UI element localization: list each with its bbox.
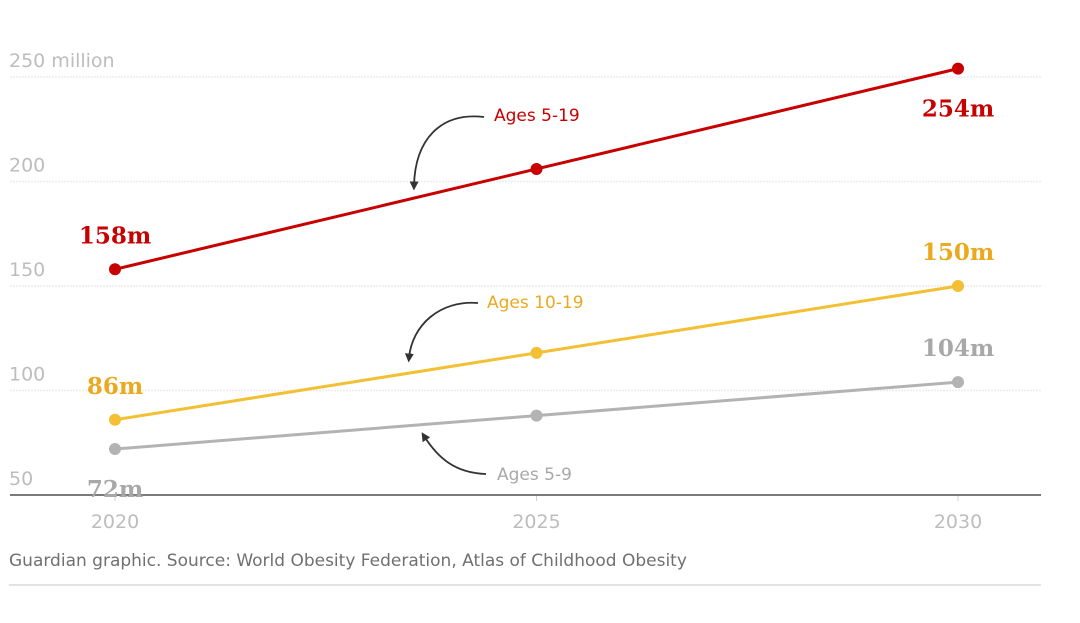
y-tick-label: 250 million (9, 50, 115, 72)
series-annotation-label: Ages 10-19 (487, 293, 584, 313)
y-axis-ticks: 250 million 200 150 100 50 (9, 50, 115, 490)
annotation-arrow-icon (421, 432, 487, 475)
data-label: 150m (922, 239, 994, 266)
data-point (109, 413, 121, 426)
data-point (952, 376, 964, 389)
data-labels: 158m 254m 86m 150m 72m 104m (79, 96, 994, 503)
data-label: 86m (87, 373, 143, 400)
data-label: 158m (79, 222, 151, 249)
data-point (109, 443, 121, 456)
data-point (952, 280, 964, 292)
y-tick-label: 100 (9, 364, 45, 386)
data-label: 72m (87, 476, 143, 503)
y-tick-label: 200 (9, 155, 45, 177)
data-point (530, 346, 543, 359)
x-tick-label: 2030 (934, 511, 982, 533)
footer-divider (9, 584, 1041, 586)
data-label: 104m (922, 335, 994, 362)
x-tick-label: 2025 (512, 511, 560, 533)
data-point (109, 263, 121, 276)
x-tick-label: 2020 (91, 511, 139, 533)
data-label: 254m (922, 96, 994, 123)
data-point (530, 162, 543, 175)
data-point (530, 409, 543, 422)
y-tick-label: 50 (9, 468, 33, 490)
data-point (952, 62, 964, 75)
x-axis-ticks: 2020 2025 2030 (91, 496, 982, 533)
annotation-arrow-icon (409, 115, 485, 191)
series-annotation-label: Ages 5-9 (497, 465, 572, 485)
series-lines (109, 62, 964, 456)
y-tick-label: 150 (9, 259, 45, 281)
source-caption: Guardian graphic. Source: World Obesity … (9, 551, 687, 571)
annotation-arrow-icon (404, 301, 479, 363)
series-annotation-label: Ages 5-19 (494, 106, 580, 126)
annotation-arrows: Ages 5-19 Ages 10-19 Ages 5-9 (404, 106, 584, 485)
